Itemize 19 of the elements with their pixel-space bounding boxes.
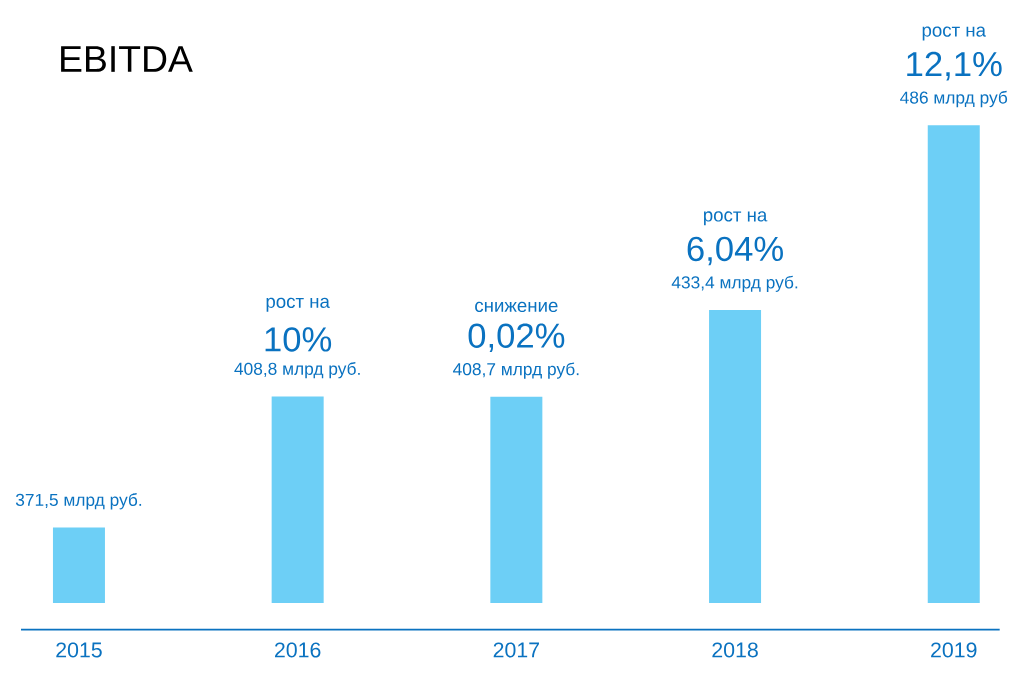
data-label: 408,8 млрд руб. xyxy=(234,362,360,379)
x-tick-label: 2015 xyxy=(56,642,102,658)
data-label: 433,4 млрд руб. xyxy=(671,275,798,292)
x-tick-label: 2017 xyxy=(493,642,539,658)
x-tick-label: 2019 xyxy=(931,642,977,658)
annotation: 0,02% xyxy=(468,323,565,353)
annotation: 6,04% xyxy=(687,236,783,266)
x-tick-label: 2016 xyxy=(275,642,321,658)
annotation: снижение xyxy=(475,301,558,313)
annotation: 10% xyxy=(265,327,332,352)
data-label: 408,7 млрд руб. xyxy=(453,362,579,379)
text: рост на xyxy=(922,26,986,41)
data-label: 486 млрд руб xyxy=(900,90,1008,108)
annotation: рост на xyxy=(704,211,768,226)
chart-title: EBITDA xyxy=(61,46,193,72)
data-label: 371,5 млрд руб. xyxy=(15,493,142,510)
x-tick-label: 2018 xyxy=(712,642,758,658)
text: 12,1% xyxy=(907,51,1002,81)
annotation: рост на xyxy=(266,297,330,312)
